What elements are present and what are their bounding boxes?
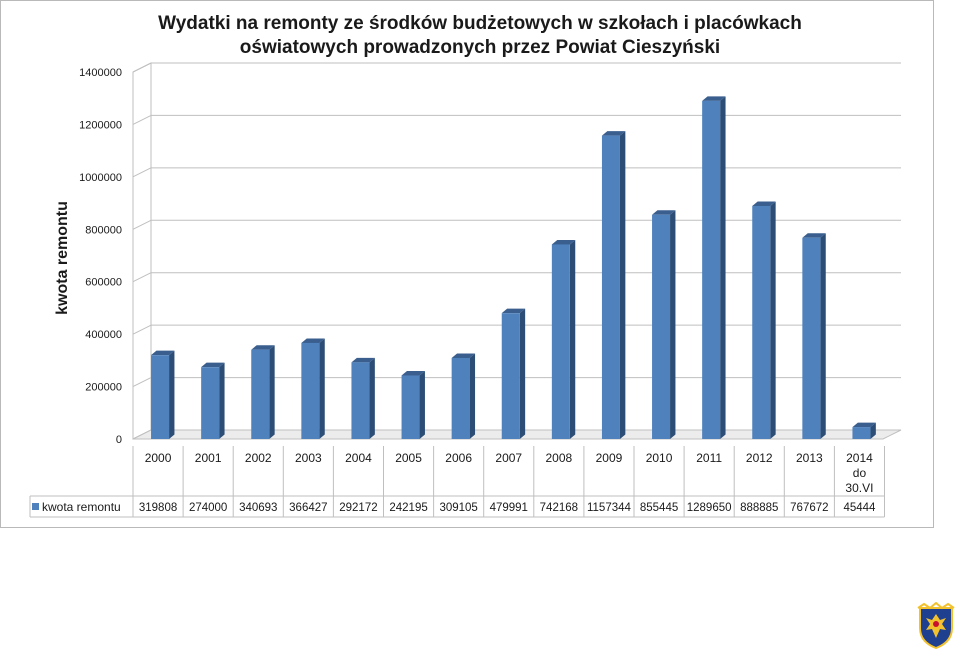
data-table-value: 1157344 [587, 502, 632, 514]
bar-side [519, 308, 526, 439]
bar-top [752, 201, 776, 206]
x-tick-label: 2004 [345, 451, 372, 465]
data-table-value: 479991 [490, 502, 528, 514]
bar-side [870, 422, 876, 439]
bar-top [251, 345, 275, 350]
x-tick-label: 2000 [145, 451, 172, 465]
bar-top [652, 210, 676, 215]
bar-side [820, 233, 826, 439]
y-tick-label: 1000000 [79, 172, 122, 184]
data-table-value: 309105 [439, 502, 477, 514]
bar-top [201, 362, 225, 368]
bar [601, 135, 620, 439]
bar-side [720, 96, 726, 440]
bar-side [269, 345, 275, 439]
bar-top [451, 353, 476, 358]
x-tick-label: 2011 [696, 451, 722, 465]
bar-side [569, 239, 576, 439]
bar [201, 367, 220, 439]
data-table-value: 855445 [640, 502, 678, 514]
bar-top [601, 131, 626, 136]
x-tick-label: do [853, 466, 867, 480]
x-tick-label: 2001 [195, 451, 222, 465]
x-tick-label: 2007 [495, 451, 522, 465]
bar [551, 244, 570, 439]
y-tick-label: 800000 [85, 224, 122, 236]
bar [852, 427, 871, 439]
data-table-value: 45444 [843, 502, 876, 514]
y-tick-label: 1400000 [79, 67, 122, 79]
bar-side [770, 201, 776, 439]
bar-top [551, 239, 576, 245]
x-tick-label: 30.VI [845, 481, 873, 495]
bar-top [802, 233, 826, 238]
bar-side [469, 353, 476, 439]
data-table-value: 340693 [239, 502, 277, 514]
x-tick-label: 2013 [796, 451, 823, 465]
bar [401, 375, 420, 439]
bar-side [219, 362, 225, 439]
bar-top [401, 371, 425, 376]
x-tick-label: 2010 [646, 451, 673, 465]
chart-title-line-2: oświatowych prowadzonych przez Powiat Ci… [239, 37, 721, 58]
bar-side [619, 131, 626, 439]
data-table-value: 366427 [289, 502, 327, 514]
chart-frame [0, 0, 934, 528]
x-tick-label: 2009 [596, 451, 623, 465]
x-tick-label: 2003 [295, 451, 322, 465]
data-table-value: 242195 [389, 502, 427, 514]
x-tick-label: 2008 [545, 451, 572, 465]
bar-side [169, 350, 175, 439]
legend-swatch [32, 503, 39, 510]
gridline-diag [132, 324, 152, 335]
data-table-value: 292172 [339, 502, 377, 514]
x-tick-label: 2012 [746, 451, 773, 465]
bar-top [301, 338, 325, 343]
bar-side [419, 371, 425, 439]
coat-of-arms-icon [917, 602, 955, 650]
bar [702, 100, 721, 440]
bar-top [501, 308, 526, 314]
bar [652, 214, 671, 439]
gridline-diag [132, 219, 152, 230]
data-table-value: 319808 [139, 502, 177, 514]
bar [251, 349, 270, 439]
bar-top [151, 350, 175, 356]
gridline-diag [132, 114, 152, 125]
y-tick-label: 600000 [85, 277, 122, 289]
bar [351, 362, 370, 439]
x-tick-label: 2014 [846, 451, 873, 465]
chart-title-line-1: Wydatki na remonty ze środków budżetowyc… [158, 13, 802, 34]
bar [301, 342, 320, 439]
bar [501, 313, 520, 439]
bar [151, 355, 170, 439]
chart-plot: 0 200000 400000 600000 800000 1000000 1200000 1… [29, 62, 902, 518]
data-table-value: 888885 [740, 502, 778, 514]
bar-side [369, 357, 375, 439]
x-tick-label: 2005 [395, 451, 422, 465]
bar-top [351, 357, 375, 363]
bar [802, 237, 821, 439]
gridline-diag [132, 377, 152, 388]
data-table-value: 274000 [189, 502, 227, 514]
gridline-diag [132, 167, 152, 178]
x-tick-label: 2002 [245, 451, 272, 465]
y-tick-label: 1200000 [79, 119, 122, 131]
x-tick-label: 2006 [445, 451, 472, 465]
bar-top [702, 96, 726, 101]
bar [752, 205, 771, 439]
bar [451, 357, 470, 439]
data-table-value: 767672 [790, 502, 828, 514]
data-table-value: 742168 [540, 502, 578, 514]
data-table-value: 1289650 [687, 502, 732, 514]
legend-series-name: kwota remontu [42, 500, 121, 514]
y-tick-label: 200000 [85, 382, 122, 394]
gridline-diag [132, 272, 152, 283]
bar-side [319, 338, 325, 439]
gridline-diag [132, 62, 152, 73]
bar-side [670, 210, 676, 439]
bar-top [852, 422, 876, 428]
y-tick-label: 0 [116, 434, 122, 446]
y-tick-label: 400000 [85, 329, 122, 341]
